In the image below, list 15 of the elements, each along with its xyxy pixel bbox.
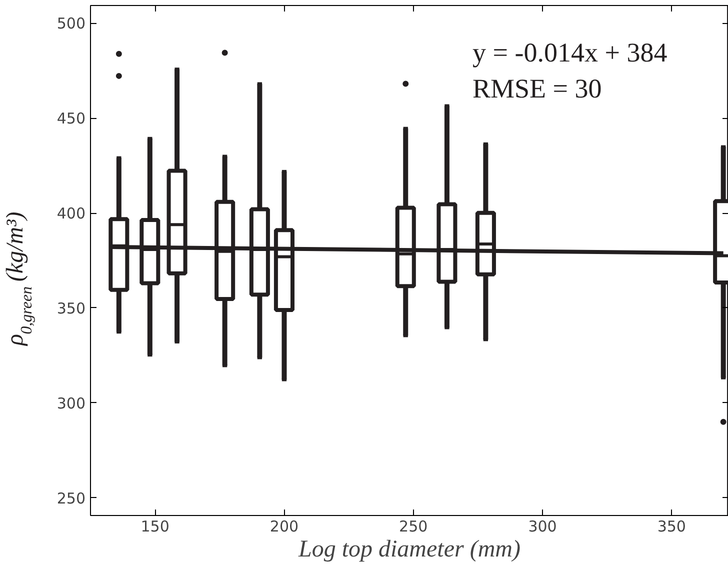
x-axis-title: Log top diameter (mm)	[298, 536, 520, 562]
x-tick-label: 200	[270, 518, 299, 536]
x-tick-label: 350	[657, 518, 686, 536]
y-tick-label: 400	[56, 204, 86, 223]
annotation: y = -0.014x + 384	[472, 38, 668, 68]
y-tick-label: 350	[56, 299, 86, 318]
y-tick-label: 300	[56, 394, 86, 412]
y-tick-label: 500	[56, 14, 86, 33]
annotation: RMSE = 30	[472, 74, 602, 104]
x-tick-label: 150	[140, 518, 170, 536]
y-tick-label: 250	[56, 489, 86, 508]
y-axis-title: ρ0,green (kg/m³)	[2, 212, 36, 346]
x-tick-label: 250	[399, 518, 428, 536]
x-tick-label: 300	[528, 518, 557, 536]
y-tick-label: 450	[56, 110, 86, 128]
